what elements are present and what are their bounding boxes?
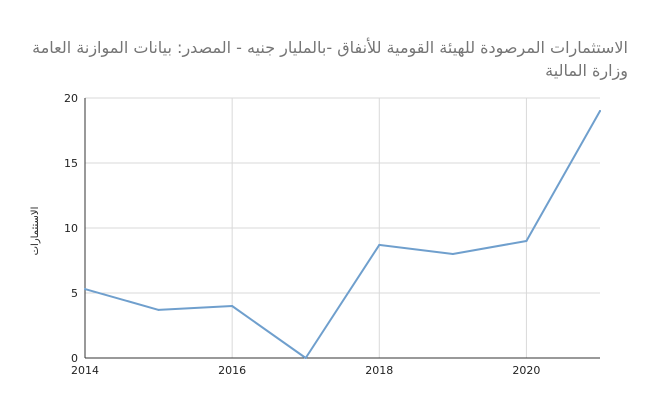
y-axis-label: الاستثمارات	[30, 207, 41, 256]
x-tick-label: 2014	[71, 364, 99, 377]
chart-title: الاستثمارات المرصودة للهيئة القومية للأن…	[32, 38, 628, 80]
y-tick-label: 15	[64, 157, 78, 170]
data-point	[599, 110, 601, 112]
axes	[84, 98, 600, 359]
y-tick-label: 5	[71, 287, 78, 300]
data-point	[451, 253, 454, 255]
data-point	[378, 243, 381, 246]
data-point	[304, 357, 307, 359]
data-point	[157, 308, 160, 311]
series-line	[84, 110, 601, 359]
x-tick-label: 2016	[218, 364, 246, 377]
y-tick-label: 20	[64, 92, 78, 105]
series-layer	[84, 110, 601, 359]
data-point	[231, 305, 234, 307]
y-tick-label: 10	[64, 222, 78, 235]
y-tick-label: 0	[71, 352, 78, 365]
data-point	[84, 288, 86, 291]
x-tick-label: 2020	[512, 364, 540, 377]
x-tick-label: 2018	[365, 364, 393, 377]
data-point	[525, 240, 528, 242]
gridlines	[85, 97, 600, 358]
tick-labels: 0 5 10 15 20 2014 2016 2018 2020	[64, 92, 540, 377]
